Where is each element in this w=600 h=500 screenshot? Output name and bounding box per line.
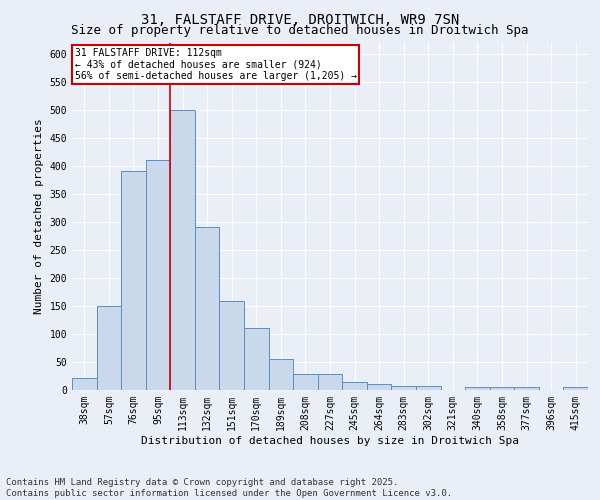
Bar bbox=[72, 378, 97, 390]
Bar bbox=[97, 306, 121, 390]
Bar bbox=[269, 359, 293, 390]
Text: 31, FALSTAFF DRIVE, DROITWICH, WR9 7SN: 31, FALSTAFF DRIVE, DROITWICH, WR9 7SN bbox=[141, 12, 459, 26]
Bar bbox=[391, 386, 416, 390]
Bar bbox=[244, 328, 269, 390]
Text: 31 FALSTAFF DRIVE: 112sqm
← 43% of detached houses are smaller (924)
56% of semi: 31 FALSTAFF DRIVE: 112sqm ← 43% of detac… bbox=[74, 48, 356, 81]
Bar bbox=[465, 387, 490, 390]
Bar bbox=[416, 386, 440, 390]
Bar bbox=[293, 374, 318, 390]
Bar bbox=[318, 374, 342, 390]
Bar bbox=[367, 384, 391, 390]
Bar bbox=[514, 387, 539, 390]
Y-axis label: Number of detached properties: Number of detached properties bbox=[34, 118, 44, 314]
X-axis label: Distribution of detached houses by size in Droitwich Spa: Distribution of detached houses by size … bbox=[141, 436, 519, 446]
Bar bbox=[342, 382, 367, 390]
Bar bbox=[563, 387, 588, 390]
Bar bbox=[170, 110, 195, 390]
Bar bbox=[146, 160, 170, 390]
Bar bbox=[121, 172, 146, 390]
Bar bbox=[220, 302, 244, 390]
Bar bbox=[195, 228, 220, 390]
Bar bbox=[490, 387, 514, 390]
Text: Size of property relative to detached houses in Droitwich Spa: Size of property relative to detached ho… bbox=[71, 24, 529, 37]
Text: Contains HM Land Registry data © Crown copyright and database right 2025.
Contai: Contains HM Land Registry data © Crown c… bbox=[6, 478, 452, 498]
